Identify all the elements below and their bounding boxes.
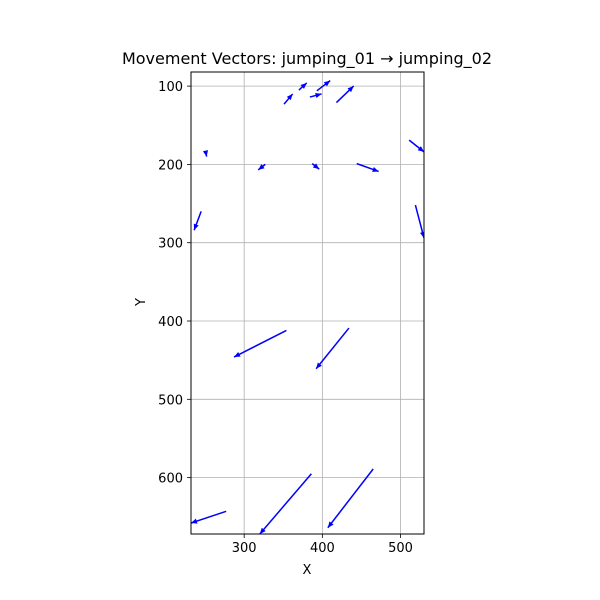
axis-ticks: 300 400 500 100 200 300 400 500 600 <box>158 80 413 556</box>
movement-vector <box>311 163 320 170</box>
vector-shaft <box>327 468 374 529</box>
y-tick-label: 600 <box>158 472 183 487</box>
vector-shaft <box>233 329 287 358</box>
vector-shaft <box>191 510 227 524</box>
movement-vector <box>193 211 202 231</box>
movement-vector <box>356 162 379 173</box>
vector-arrowhead <box>259 527 266 534</box>
movement-vector <box>298 82 308 91</box>
y-axis-title: Y <box>134 298 149 307</box>
x-tick-label: 300 <box>232 541 257 556</box>
vector-arrowhead <box>312 163 320 170</box>
movement-vector <box>202 150 209 157</box>
movement-vector <box>283 93 294 105</box>
movement-vector <box>316 80 331 92</box>
movement-vector <box>309 92 322 98</box>
movement-vector <box>335 85 355 104</box>
vector-arrowhead <box>323 80 331 87</box>
y-tick-label: 500 <box>158 393 183 408</box>
chart-title: Movement Vectors: jumping_01 → jumping_0… <box>122 49 492 69</box>
movement-vector <box>233 329 287 358</box>
movement-vector <box>257 163 266 171</box>
vector-arrowhead <box>202 150 209 157</box>
vector-arrowhead <box>286 93 293 101</box>
vector-arrowhead <box>258 164 265 170</box>
vector-shaft <box>259 473 312 534</box>
movement-vector <box>327 468 374 529</box>
vector-arrowhead <box>372 166 379 172</box>
y-tick-label: 400 <box>158 315 183 330</box>
y-tick-label: 200 <box>158 158 183 173</box>
movement-vector <box>259 473 312 534</box>
vector-arrowhead <box>234 351 241 358</box>
x-axis-title: X <box>303 563 312 578</box>
vector-arrowhead <box>316 362 322 369</box>
y-tick-label: 300 <box>158 237 183 252</box>
vector-arrowhead <box>191 518 198 524</box>
vector-arrowhead <box>347 86 354 93</box>
movement-vector <box>191 510 227 524</box>
vector-shaft <box>315 327 350 370</box>
x-tick-label: 400 <box>310 541 335 556</box>
vector-arrowhead <box>417 146 424 152</box>
vector-series <box>191 80 424 534</box>
grid <box>191 72 424 534</box>
vector-arrowhead <box>300 82 307 89</box>
vector-arrowhead <box>327 521 334 528</box>
vector-arrowhead <box>419 231 424 239</box>
vector-arrowhead <box>193 223 199 231</box>
movement-vector <box>315 327 350 370</box>
plot-area-frame <box>190 71 425 535</box>
y-tick-label: 100 <box>158 80 183 95</box>
x-tick-label: 500 <box>388 541 413 556</box>
vector-arrowhead <box>315 92 322 98</box>
movement-vector <box>408 139 424 153</box>
movement-vector <box>414 204 424 239</box>
